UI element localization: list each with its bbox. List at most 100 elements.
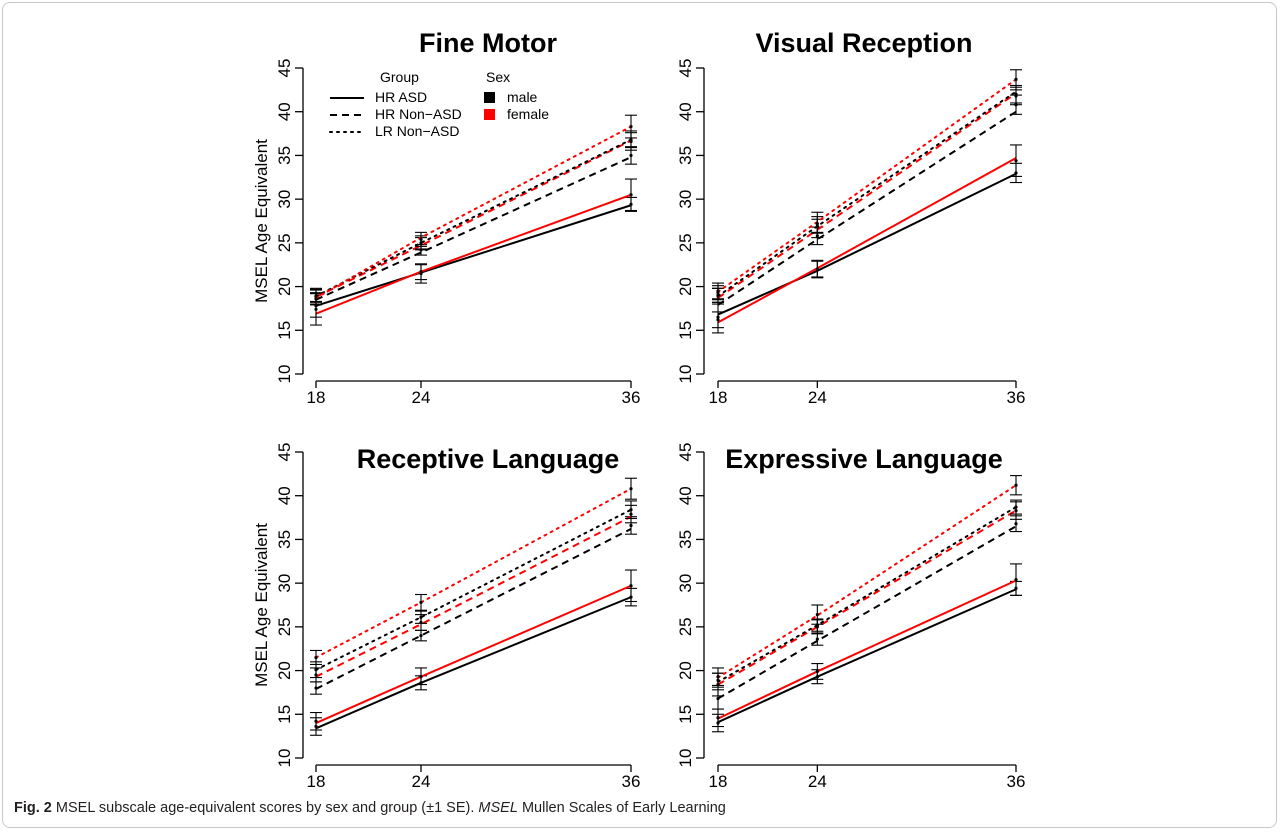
caption-abbrev: MSEL — [478, 800, 518, 816]
x-tick-label: 36 — [622, 772, 641, 791]
figure-caption: Fig. 2 MSEL subscale age-equivalent scor… — [14, 800, 726, 816]
x-tick-label: 24 — [412, 388, 431, 407]
mean-point — [1014, 483, 1018, 487]
mean-point — [314, 686, 318, 690]
y-tick-label: 10 — [275, 365, 294, 384]
mean-point — [419, 600, 423, 604]
legend-group-label: HR Non−ASD — [375, 106, 462, 122]
mean-point — [1014, 505, 1018, 509]
mean-point — [419, 634, 423, 638]
series-line — [315, 138, 632, 298]
legend-sex-label: male — [507, 89, 538, 105]
x-tick-label: 24 — [412, 772, 431, 791]
mean-point — [419, 615, 423, 619]
panel-title: Fine Motor — [419, 28, 557, 58]
series-line — [315, 528, 632, 690]
mean-point — [629, 508, 633, 512]
series-line — [315, 515, 632, 678]
y-tick-label: 10 — [676, 749, 695, 768]
x-tick-label: 18 — [307, 772, 326, 791]
panel-4: Expressive Language 10 15 20 25 30 35 40 45 18 24 3… — [676, 443, 1025, 791]
panel-title: Receptive Language — [357, 444, 620, 474]
y-tick-label: 40 — [676, 102, 695, 121]
y-tick-label: 20 — [275, 661, 294, 680]
y-tick-label: 40 — [676, 486, 695, 505]
series-line — [315, 508, 632, 671]
caption-abbrev-def: Mullen Scales of Early Learning — [521, 800, 726, 816]
legend-group-label: LR Non−ASD — [375, 123, 459, 139]
mean-point — [716, 696, 720, 701]
y-tick-label: 10 — [676, 365, 695, 384]
series-line — [717, 588, 1017, 724]
mean-point — [815, 222, 819, 226]
mean-point — [815, 637, 819, 641]
x-tick-label: 18 — [709, 388, 728, 407]
series-line — [717, 579, 1017, 720]
legend-sex-title: Sex — [486, 69, 510, 85]
mean-point — [629, 487, 633, 491]
x-tick-label: 36 — [1007, 388, 1026, 407]
panel-3: Receptive Language 10 15 20 25 30 35 40 45 MSEL A… — [252, 443, 640, 791]
legend-sex-label: female — [507, 106, 549, 122]
y-tick-label: 15 — [676, 705, 695, 724]
x-tick-label: 36 — [622, 388, 641, 407]
mean-point — [1014, 77, 1018, 81]
mean-point — [629, 124, 633, 129]
series-line — [717, 509, 1017, 686]
y-tick-label: 40 — [275, 486, 294, 505]
mean-point — [314, 719, 318, 723]
mean-point — [1014, 578, 1018, 582]
x-tick-label: 18 — [709, 772, 728, 791]
series-line — [315, 487, 632, 659]
y-axis-title: MSEL Age Equivalent — [252, 523, 271, 687]
y-tick-label: 45 — [275, 59, 294, 78]
y-tick-label: 15 — [275, 705, 294, 724]
y-tick-label: 25 — [275, 617, 294, 636]
caption-main: MSEL subscale age-equivalent scores by s… — [55, 800, 475, 816]
y-tick-label: 45 — [275, 443, 294, 462]
series-line — [315, 156, 632, 301]
series-line — [315, 139, 632, 298]
mean-point — [314, 655, 318, 660]
series-line — [717, 157, 1017, 324]
x-tick-label: 18 — [307, 388, 326, 407]
mean-point — [629, 523, 633, 528]
y-tick-label: 20 — [676, 661, 695, 680]
mean-point — [815, 613, 819, 617]
series-line — [315, 596, 632, 730]
mean-point — [314, 294, 318, 298]
series-line — [717, 78, 1017, 293]
panel-title: Expressive Language — [725, 444, 1003, 474]
panel-2: Visual Reception 10 15 20 25 30 35 40 45 18 24 36 — [676, 28, 1025, 407]
mean-point — [1014, 159, 1018, 163]
y-tick-label: 20 — [275, 277, 294, 296]
y-tick-label: 35 — [676, 530, 695, 549]
figure-label: Fig. 2 — [14, 800, 52, 816]
mean-point — [629, 138, 633, 142]
legend-group-label: HR ASD — [375, 89, 427, 105]
figure-panels: Fine Motor 10 15 20 25 30 35 40 45 MSEL Age Equiv… — [252, 28, 1025, 791]
y-tick-label: 20 — [676, 277, 695, 296]
mean-point — [1014, 92, 1018, 96]
mean-point — [629, 153, 633, 158]
x-tick-label: 24 — [808, 388, 827, 407]
series-line — [717, 110, 1017, 306]
series-line — [717, 525, 1017, 700]
series-line — [315, 193, 632, 315]
series-line — [315, 584, 632, 724]
y-tick-label: 45 — [676, 443, 695, 462]
y-tick-label: 30 — [275, 190, 294, 209]
panel-1: Fine Motor 10 15 20 25 30 35 40 45 MSEL Age Equiv… — [252, 28, 640, 407]
legend-swatch — [484, 92, 495, 103]
y-axis-title: MSEL Age Equivalent — [252, 139, 271, 303]
series-line — [717, 90, 1017, 298]
x-tick-label: 24 — [808, 772, 827, 791]
mean-point — [314, 668, 318, 672]
y-tick-label: 15 — [676, 321, 695, 340]
panel-title: Visual Reception — [755, 28, 972, 58]
y-tick-label: 25 — [275, 233, 294, 252]
series-line — [717, 484, 1017, 679]
mean-point — [716, 289, 720, 293]
y-tick-label: 15 — [275, 321, 294, 340]
